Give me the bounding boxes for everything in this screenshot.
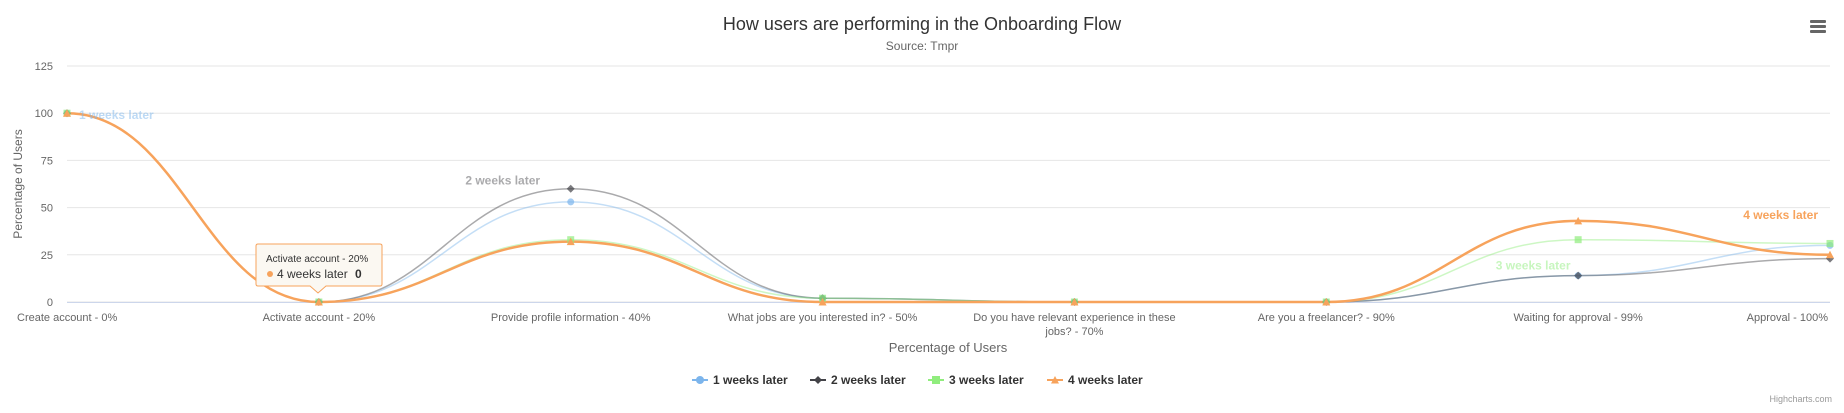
data-point[interactable] — [63, 109, 71, 117]
y-tick-label: 100 — [35, 108, 53, 120]
chart-subtitle: Source: Tmpr — [886, 39, 958, 53]
data-point[interactable] — [1574, 236, 1582, 244]
data-point[interactable] — [567, 198, 575, 206]
legend-label: 3 weeks later — [949, 373, 1024, 387]
tooltip-series-dot — [267, 271, 273, 277]
data-point[interactable] — [1826, 254, 1834, 263]
chart-credits[interactable]: Highcharts.com — [1769, 394, 1832, 404]
data-point[interactable] — [314, 298, 323, 306]
tooltip-value: 0 — [355, 267, 362, 281]
x-tick-label: Waiting for approval - 99% — [1514, 312, 1643, 324]
x-tick-label: Provide profile information - 40% — [491, 312, 651, 324]
data-point[interactable] — [566, 237, 575, 246]
data-point[interactable] — [818, 298, 827, 306]
tooltip-series-name: 4 weeks later — [277, 267, 348, 281]
y-tick-label: 0 — [47, 297, 53, 309]
series-label-3-weeks-later: 3 weeks later — [1496, 259, 1571, 273]
legend-item-1-weeks-later[interactable]: 1 weeks later — [692, 373, 788, 387]
x-tick-label: Create account - 0% — [17, 312, 117, 324]
data-point[interactable] — [1574, 216, 1583, 225]
y-tick-label: 125 — [35, 61, 53, 73]
hamburger-menu-button[interactable] — [1806, 14, 1830, 36]
data-point[interactable] — [1322, 298, 1331, 306]
y-axis-ticks: 0 25 50 75 100 125 — [35, 61, 53, 309]
series-markers — [63, 109, 1834, 306]
tooltip: Activate account - 20% 4 weeks later 0 — [255, 243, 383, 294]
x-axis-title: Percentage of Users — [889, 340, 1008, 355]
hamburger-menu-icon — [1810, 20, 1826, 33]
data-point[interactable] — [1070, 298, 1079, 306]
chart-legend: 1 weeks later 2 weeks later 3 weeks later 4… — [692, 373, 1143, 387]
series-labels: 1 weeks later 2 weeks later 3 weeks later 4… — [79, 108, 1818, 272]
legend-label: 1 weeks later — [713, 373, 788, 387]
y-tick-label: 50 — [41, 203, 53, 215]
legend-marker — [696, 376, 704, 384]
chart-title: How users are performing in the Onboardi… — [723, 14, 1122, 34]
x-tick-label: What jobs are you interested in? - 50% — [728, 312, 918, 324]
data-point[interactable] — [1574, 271, 1583, 280]
legend-marker — [932, 376, 940, 384]
data-point[interactable] — [1826, 250, 1834, 259]
legend-item-2-weeks-later[interactable]: 2 weeks later — [810, 373, 906, 387]
series-label-2-weeks-later: 2 weeks later — [465, 174, 540, 188]
data-point[interactable] — [1826, 239, 1834, 247]
series-label-1-weeks-later: 1 weeks later — [79, 108, 154, 122]
y-axis-title: Percentage of Users — [11, 129, 25, 238]
x-tick-label: Activate account - 20% — [263, 312, 376, 324]
y-tick-label: 75 — [41, 155, 53, 167]
x-tick-label: Approval - 100% — [1747, 312, 1829, 324]
legend-label: 4 weeks later — [1068, 373, 1143, 387]
legend-item-4-weeks-later[interactable]: 4 weeks later — [1047, 373, 1143, 387]
y-tick-label: 25 — [41, 250, 53, 262]
legend-label: 2 weeks later — [831, 373, 906, 387]
legend-marker — [1051, 376, 1059, 384]
legend-marker — [814, 376, 822, 384]
tooltip-header: Activate account - 20% — [266, 254, 368, 265]
x-tick-label: Are you a freelancer? - 90% — [1258, 312, 1395, 324]
data-point[interactable] — [566, 184, 575, 193]
legend-item-3-weeks-later[interactable]: 3 weeks later — [928, 373, 1024, 387]
series-label-4-weeks-later: 4 weeks later — [1743, 208, 1818, 222]
x-tick-label: Do you have relevant experience in these… — [973, 312, 1175, 338]
x-axis-ticks: Create account - 0% Activate account - 20… — [17, 312, 1828, 338]
